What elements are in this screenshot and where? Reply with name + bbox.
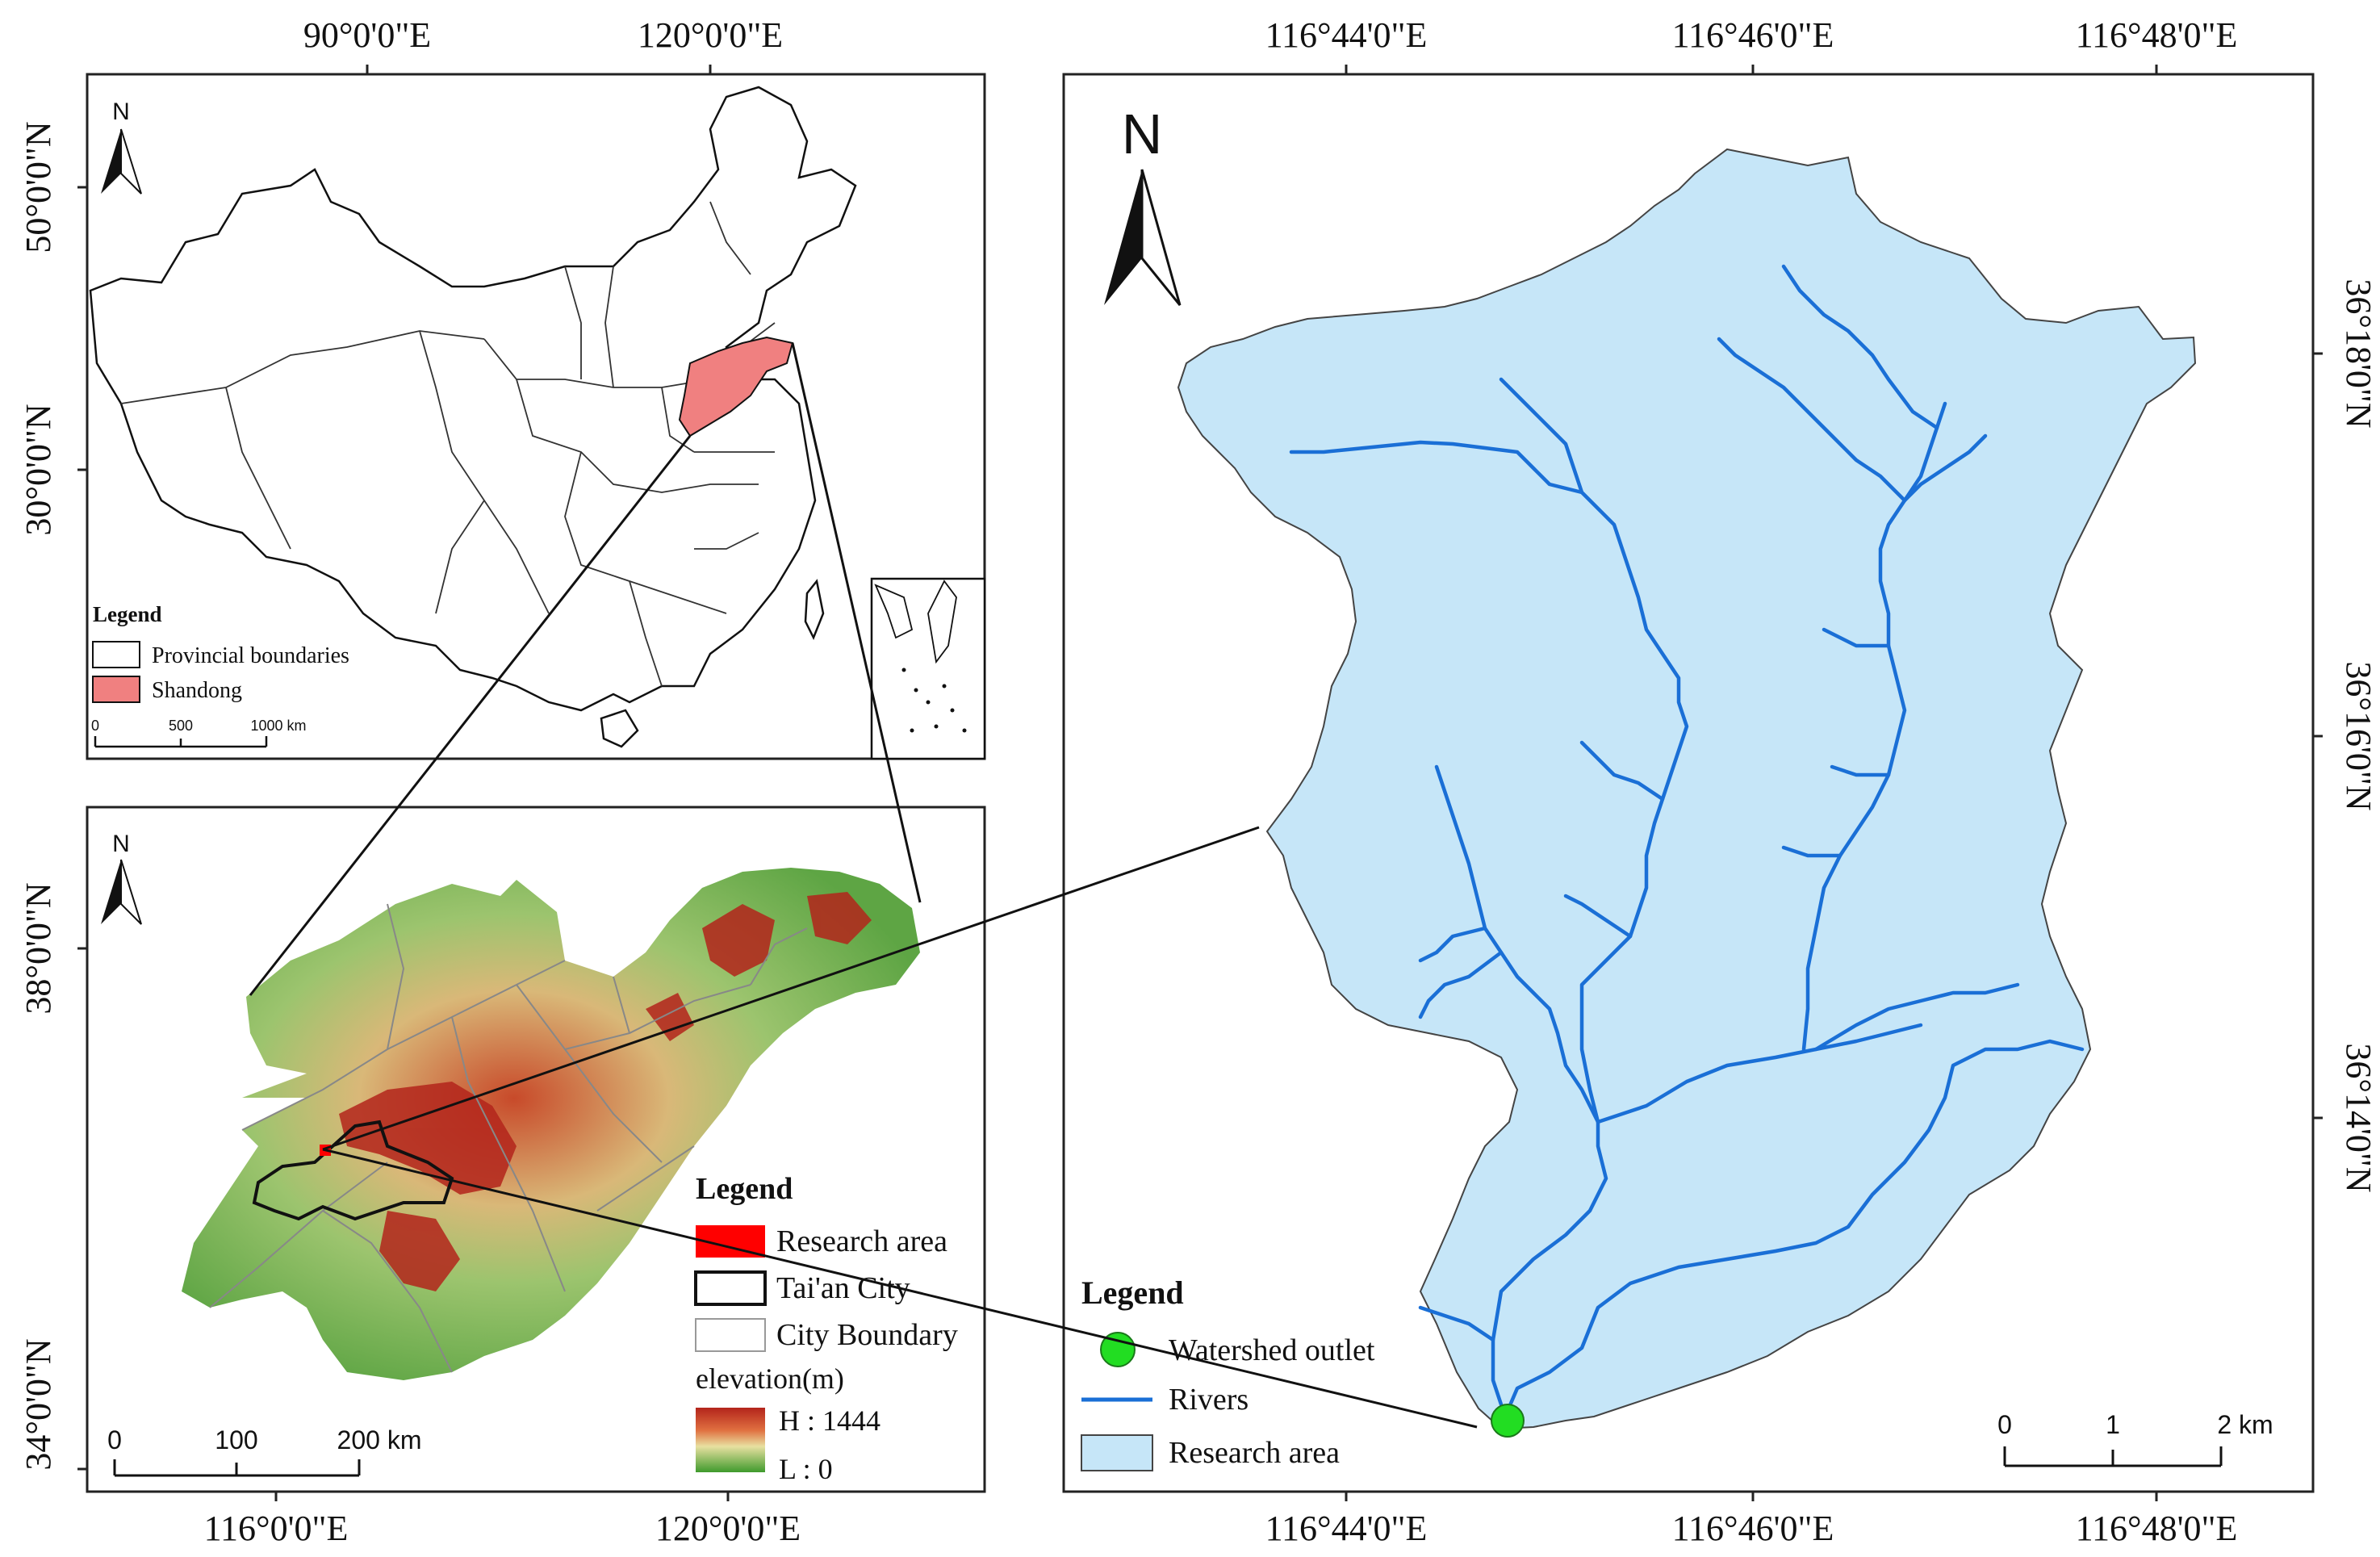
watershed-top-tick-2: 116°46'0"E — [1672, 15, 1834, 55]
china-scale-bar: 0 500 1000 km — [91, 718, 307, 748]
zoom-connector-lines — [249, 342, 1478, 1429]
city-boundaries — [209, 903, 808, 1373]
river-network — [1289, 264, 2085, 1419]
watershed-bottom-tick-1: 116°44'0"E — [1265, 1509, 1428, 1548]
svg-text:500: 500 — [169, 718, 193, 734]
watershed-legend-label-research: Research area — [1169, 1436, 1340, 1470]
hainan-island — [600, 709, 639, 748]
shandong-bottom-tick-2: 120°0'0"E — [655, 1509, 801, 1548]
china-outline — [89, 86, 857, 712]
provincial-boundaries — [120, 201, 776, 687]
china-north-arrow: N — [101, 98, 142, 195]
shandong-map-panel: 116°0'0"E 120°0'0"E 38°0'0"N 34°0'0"N — [19, 806, 986, 1548]
china-legend-swatch-shandong — [92, 676, 140, 703]
watershed-right-tick-3: 36°14'0"N — [2339, 1043, 2378, 1192]
china-top-tick-2: 120°0'0"E — [638, 15, 783, 55]
watershed-right-tick-1: 36°18'0"N — [2339, 278, 2378, 428]
shandong-terrain — [182, 868, 920, 1380]
china-legend-title: Legend — [93, 602, 162, 626]
watershed-top-tick-1: 116°44'0"E — [1265, 15, 1428, 55]
svg-text:N: N — [112, 98, 130, 125]
watershed-map-panel: 116°44'0"E 116°46'0"E 116°48'0"E 116°44'… — [1062, 15, 2378, 1548]
taiwan-island — [804, 579, 825, 641]
shandong-legend-label-research: Research area — [776, 1224, 947, 1258]
shandong-legend-swatch-city — [695, 1318, 766, 1352]
svg-text:N: N — [1122, 103, 1163, 165]
taian-city-outline — [252, 1120, 454, 1221]
china-legend-swatch-provincial — [92, 641, 140, 668]
svg-text:100: 100 — [215, 1425, 257, 1454]
watershed-bottom-tick-2: 116°46'0"E — [1672, 1509, 1834, 1548]
watershed-north-arrow: N — [1104, 103, 1182, 306]
shandong-scale-bar: 0 100 200 km — [107, 1425, 422, 1477]
elevation-ramp — [696, 1408, 765, 1472]
shandong-province-highlight — [678, 336, 794, 437]
watershed-outlet-point — [1491, 1404, 1525, 1438]
shandong-legend-label-city: City Boundary — [776, 1318, 958, 1352]
elevation-low-label: L : 0 — [779, 1453, 833, 1485]
watershed-right-tick-2: 36°16'0"N — [2339, 661, 2378, 810]
watershed-top-tick-3: 116°48'0"E — [2076, 15, 2238, 55]
watershed-bottom-tick-3: 116°48'0"E — [2076, 1509, 2238, 1548]
south-china-sea-inset — [870, 577, 986, 760]
svg-text:200 km: 200 km — [337, 1425, 422, 1454]
watershed-legend-label-outlet: Watershed outlet — [1169, 1333, 1375, 1367]
watershed-legend-swatch-research — [1081, 1434, 1153, 1471]
china-map-panel: 90°0'0"E 120°0'0"E 50°0'0"N 30°0'0"N — [19, 15, 986, 760]
watershed-legend-label-rivers: Rivers — [1169, 1383, 1249, 1417]
watershed-legend-swatch-outlet — [1100, 1332, 1136, 1367]
elevation-legend-title: elevation(m) — [696, 1362, 844, 1395]
china-left-tick-1: 50°0'0"N — [19, 121, 58, 253]
china-top-tick-1: 90°0'0"E — [303, 15, 431, 55]
mountain-highlands — [339, 892, 872, 1291]
svg-text:N: N — [112, 831, 130, 857]
svg-text:0: 0 — [107, 1425, 122, 1454]
shandong-left-tick-2: 34°0'0"N — [19, 1338, 58, 1470]
svg-text:2 km: 2 km — [2217, 1410, 2273, 1439]
svg-text:1000 km: 1000 km — [250, 718, 306, 734]
svg-text:1: 1 — [2106, 1410, 2120, 1439]
elevation-high-label: H : 1444 — [779, 1404, 880, 1437]
shandong-legend-title: Legend — [696, 1172, 793, 1206]
svg-text:0: 0 — [1997, 1410, 2012, 1439]
shandong-legend-label-taian: Tai'an City — [776, 1271, 910, 1305]
watershed-legend-title: Legend — [1081, 1274, 1184, 1311]
shandong-north-arrow: N — [101, 831, 142, 925]
shandong-bottom-tick-1: 116°0'0"E — [204, 1509, 349, 1548]
china-left-tick-2: 30°0'0"N — [19, 404, 58, 535]
china-legend-label-shandong: Shandong — [152, 678, 242, 703]
shandong-left-tick-1: 38°0'0"N — [19, 882, 58, 1014]
china-legend-label-provincial: Provincial boundaries — [152, 643, 349, 668]
shandong-legend-swatch-taian — [694, 1270, 767, 1306]
svg-text:0: 0 — [91, 718, 99, 734]
watershed-scale-bar: 0 1 2 km — [1997, 1410, 2273, 1467]
